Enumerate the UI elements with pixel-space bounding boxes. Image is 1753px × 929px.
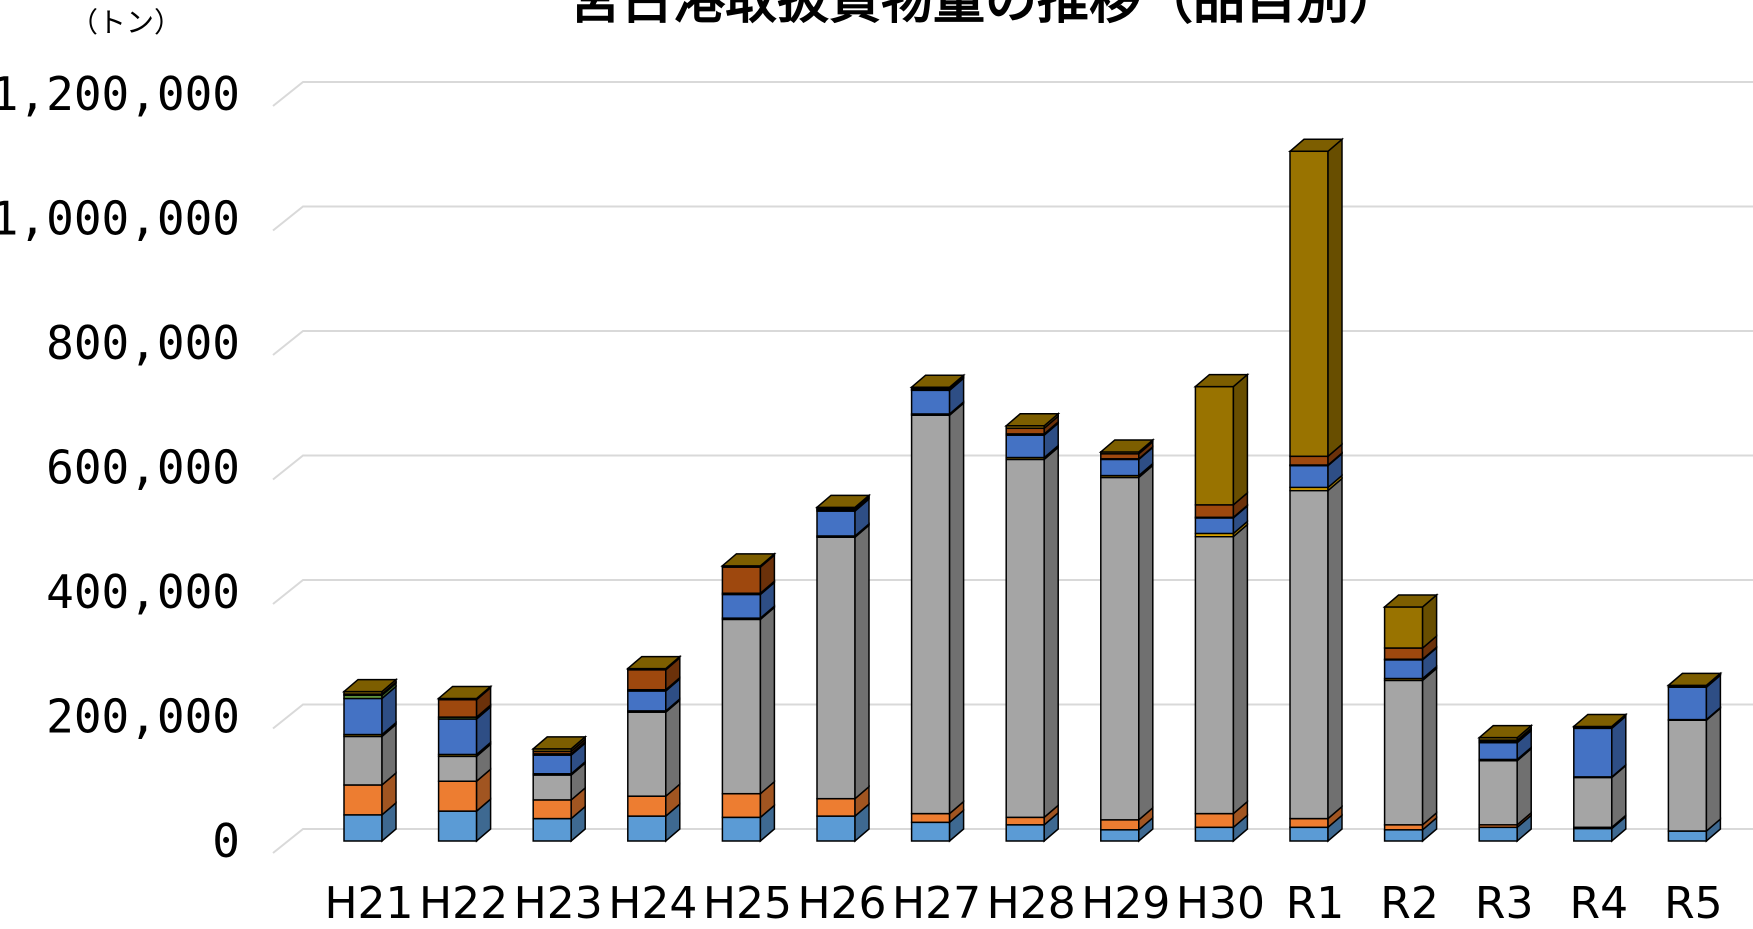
bar-segment: [1667, 673, 1722, 722]
y-tick-label: 1,200,000: [0, 67, 240, 121]
bar-segment: [1194, 813, 1249, 843]
gridline: [272, 454, 1753, 481]
bar-segment: [1194, 799, 1249, 829]
bar-stack-H23: [531, 735, 588, 843]
gridline: [272, 828, 1753, 854]
x-tick-label: R1: [1286, 878, 1345, 929]
bar-stack-R3: [1477, 724, 1534, 843]
bar-stack-R1: [1287, 137, 1345, 843]
bar-segment: [1289, 137, 1343, 458]
bar-segment: [1573, 714, 1627, 779]
y-axis-ticks: 0 200,000 400,000 600,000 800,000 1,000,000 1,…: [0, 67, 240, 868]
bar-top-face: [720, 553, 777, 567]
x-tick-label: H23: [514, 878, 603, 929]
bar-segment: [1194, 522, 1249, 816]
bar-segment: [1100, 445, 1154, 478]
x-tick-label: R5: [1664, 878, 1723, 929]
bar-stack-H28: [1004, 412, 1061, 843]
bar-segment: [910, 401, 965, 816]
y-tick-label: 1,000,000: [0, 192, 240, 246]
bar-segment: [1005, 811, 1059, 843]
y-tick-label: 400,000: [46, 565, 240, 619]
x-tick-label: R3: [1475, 878, 1534, 929]
bar-segment: [1100, 463, 1154, 822]
bar-top-face: [1666, 672, 1723, 687]
gridline: [272, 330, 1753, 356]
x-tick-label: H27: [892, 878, 981, 929]
x-tick-label: H22: [419, 878, 508, 929]
bar-stack-H27: [909, 373, 966, 843]
gridline: [272, 205, 1753, 232]
bar-stack-H22: [436, 684, 493, 843]
y-tick-label: 200,000: [46, 690, 240, 744]
bar-segment: [1667, 706, 1722, 833]
x-tick-label: H21: [324, 878, 413, 929]
gridlines: [272, 81, 1753, 854]
bar-segment: [1383, 593, 1438, 650]
y-tick-label: 800,000: [46, 316, 240, 370]
bar-top-face: [1287, 138, 1345, 153]
bar-top-face: [909, 374, 966, 388]
bar-segment: [1289, 452, 1343, 490]
bar-segment: [627, 698, 681, 798]
bar-segment: [816, 523, 870, 801]
bar-segment: [1383, 666, 1438, 827]
bar-segment: [1573, 814, 1627, 843]
bar-top-face: [1098, 439, 1155, 453]
gridline: [272, 81, 1753, 107]
bar-stack-H21: [341, 677, 399, 843]
x-tick-label: R4: [1570, 878, 1629, 929]
x-tick-label: H29: [1081, 878, 1170, 929]
bar-top-face: [531, 736, 588, 750]
bar-segment: [1573, 763, 1627, 829]
bar-top-face: [341, 678, 399, 693]
bar-segment: [910, 808, 965, 843]
bar-top-face: [436, 685, 493, 700]
bar-top-face: [1571, 713, 1628, 728]
bar-top-face: [814, 494, 872, 509]
bar-segment: [1005, 445, 1059, 819]
bar-stack-R2: [1382, 593, 1439, 843]
bar-top-face: [1193, 373, 1250, 388]
bar-stack-H26: [814, 493, 872, 843]
unit-label: （トン）: [70, 6, 182, 39]
y-tick-label: 0: [212, 814, 240, 868]
bar-stack-H25: [720, 552, 777, 843]
bar-stack-H30: [1193, 372, 1250, 843]
x-tick-label: H30: [1176, 878, 1265, 929]
bar-stack-H29: [1098, 438, 1155, 843]
bar-segment: [437, 705, 492, 757]
bar-segment: [343, 801, 397, 843]
gridline: [272, 703, 1753, 730]
bar-top-face: [1004, 413, 1061, 427]
bar-segment: [1194, 504, 1249, 536]
bar-stack-R5: [1666, 671, 1723, 843]
x-tick-label: H28: [987, 878, 1076, 929]
bar-top-face: [625, 655, 682, 670]
bar-segment: [532, 741, 586, 776]
bar-segment: [1289, 476, 1343, 821]
x-tick-label: H26: [797, 878, 886, 929]
bar-top-face: [1382, 594, 1439, 608]
bar-segment: [343, 722, 397, 787]
bar-segment: [1005, 421, 1059, 460]
bar-top-face: [1477, 724, 1534, 739]
y-tick-label: 600,000: [46, 441, 240, 495]
x-tick-label: R2: [1380, 878, 1439, 929]
bar-segment: [437, 767, 492, 813]
bar-stack-R4: [1571, 712, 1628, 843]
gridline: [272, 579, 1753, 605]
bar-segment: [1194, 372, 1249, 507]
x-tick-label: H25: [703, 878, 792, 929]
chart-title: 宮古港取扱貨物量の推移（品目別）: [569, 0, 1401, 31]
bar-stack-H24: [625, 654, 682, 843]
x-axis-ticks: H21 H22 H23 H24 H25 H26 H27 H28 H29 H30 R1 R2 R3 R4 R5: [324, 878, 1722, 929]
bar-segment: [721, 605, 776, 796]
x-tick-label: H24: [608, 878, 697, 929]
bars: [341, 137, 1723, 843]
